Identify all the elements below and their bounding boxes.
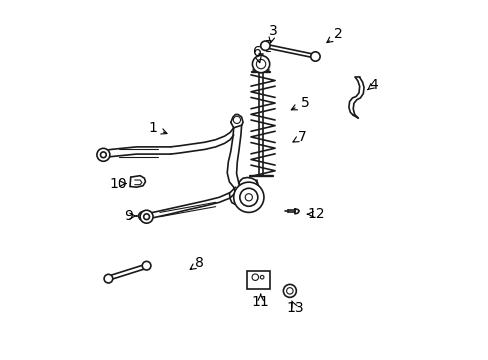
Text: 8: 8 xyxy=(195,256,203,270)
Circle shape xyxy=(140,210,153,223)
Circle shape xyxy=(142,261,151,270)
Circle shape xyxy=(97,148,110,161)
Circle shape xyxy=(260,275,264,279)
Text: 7: 7 xyxy=(297,130,306,144)
Circle shape xyxy=(244,194,252,201)
Text: 4: 4 xyxy=(369,78,378,91)
Circle shape xyxy=(143,214,149,220)
Circle shape xyxy=(233,182,264,212)
Circle shape xyxy=(256,59,265,69)
Circle shape xyxy=(101,152,106,158)
Circle shape xyxy=(283,284,296,297)
Text: 2: 2 xyxy=(333,27,342,41)
Circle shape xyxy=(286,288,292,294)
Text: 10: 10 xyxy=(109,177,126,190)
Circle shape xyxy=(260,41,269,50)
Bar xyxy=(247,271,269,289)
Circle shape xyxy=(252,55,269,73)
Text: 3: 3 xyxy=(268,24,277,37)
Circle shape xyxy=(141,214,144,218)
Circle shape xyxy=(251,274,258,280)
Text: 6: 6 xyxy=(252,45,261,59)
Text: 9: 9 xyxy=(124,209,133,223)
Circle shape xyxy=(139,212,147,220)
Circle shape xyxy=(233,116,240,123)
Text: 12: 12 xyxy=(306,207,324,221)
Circle shape xyxy=(239,188,257,206)
Text: 11: 11 xyxy=(251,296,269,309)
Circle shape xyxy=(310,52,320,61)
Text: 1: 1 xyxy=(148,121,157,135)
Text: 13: 13 xyxy=(285,301,303,315)
Text: 5: 5 xyxy=(301,96,309,109)
Circle shape xyxy=(104,274,113,283)
